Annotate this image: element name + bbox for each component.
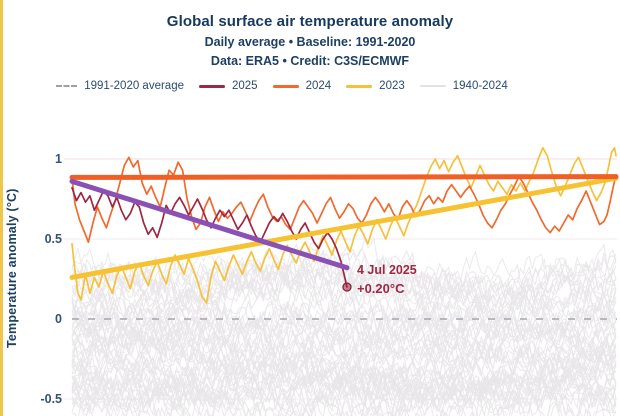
y-tick-label-0: 0 [55,312,62,326]
annotation-date: 4 Jul 2025 [356,263,417,277]
legend-swatch-2023 [346,84,373,88]
legend-swatch-range [419,85,446,87]
legend-label-2023: 2023 [379,80,405,92]
legend-label-average: 1991-2020 average [84,80,184,92]
y-tick-label-0_5: 0.5 [44,232,62,246]
chart-legend: 1991-2020 average 2025 2024 2023 1940-2024 [6,80,558,92]
legend-item-2024[interactable]: 2024 [272,80,332,92]
chart-subtitle-credit: Data: ERA5 • Credit: C3S/ECMWF [210,54,410,68]
legend-label-2024: 2024 [305,80,332,92]
chart-subtitle-baseline: Daily average • Baseline: 1991-2020 [204,35,416,49]
y-tick-label-1: 1 [55,152,62,166]
y-tick-label--0_5: -0.5 [40,392,62,406]
legend-item-2023[interactable]: 2023 [346,80,405,92]
legend-item-range[interactable]: 1940-2024 [419,80,508,92]
legend-item-2025[interactable]: 2025 [198,80,258,92]
chart-header: Global surface air temperature anomaly D… [0,0,620,68]
legend-swatch-2025 [198,84,225,88]
annotation-value: +0.20°C [356,280,405,296]
latest-point-annotation: 4 Jul 2025 +0.20°C [357,262,417,298]
chart-title: Global surface air temperature anomaly [166,13,454,30]
legend-item-average[interactable]: 1991-2020 average [56,80,184,92]
legend-label-2025: 2025 [231,80,258,92]
legend-swatch-average [56,85,78,87]
card-left-accent-bar [0,0,3,416]
legend-label-range: 1940-2024 [452,80,508,92]
legend-swatch-2024 [272,84,299,88]
